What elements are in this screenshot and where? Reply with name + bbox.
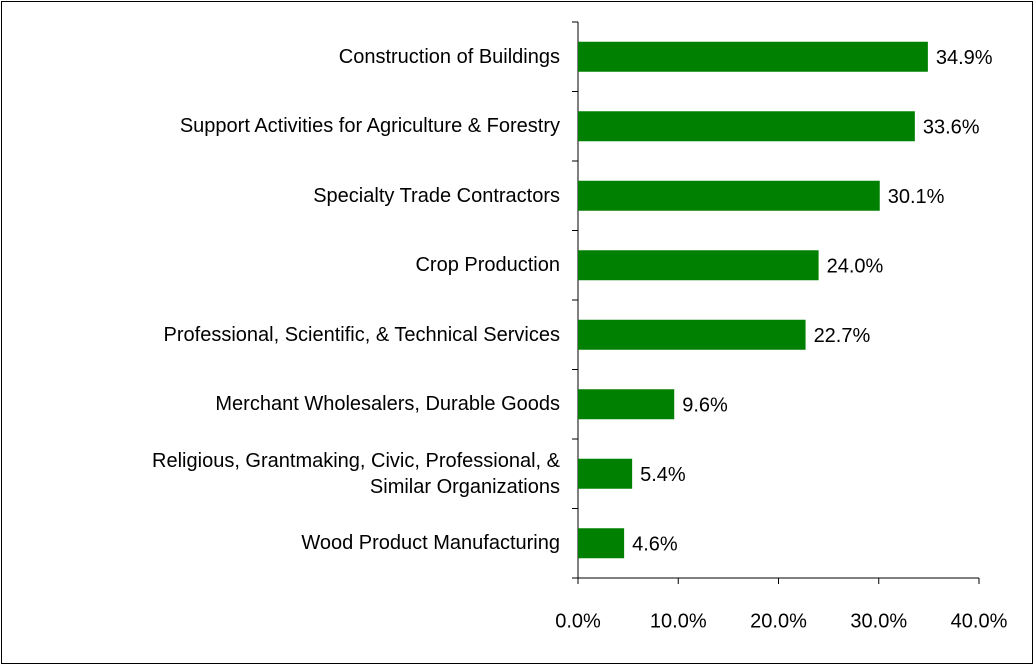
x-tick-label: 30.0% xyxy=(850,610,907,632)
value-label: 5.4% xyxy=(640,464,686,486)
y-tick-label: Crop Production xyxy=(415,254,560,277)
bar xyxy=(578,41,928,72)
y-tick-label: Merchant Wholesalers, Durable Goods xyxy=(215,393,560,416)
x-tick-label: 20.0% xyxy=(750,610,807,632)
y-tick-label: Professional, Scientific, & Technical Se… xyxy=(163,323,560,346)
y-tick-label: Construction of Buildings xyxy=(338,45,560,68)
bar xyxy=(578,180,880,211)
value-label: 34.9% xyxy=(936,47,993,69)
bar xyxy=(578,319,806,350)
bar xyxy=(578,528,625,559)
value-label: 30.1% xyxy=(888,186,945,208)
x-tick-label: 40.0% xyxy=(951,610,1008,632)
value-label: 4.6% xyxy=(632,534,678,556)
x-tick-label: 10.0% xyxy=(650,610,707,632)
y-tick-label: Wood Product Manufacturing xyxy=(301,532,560,555)
value-label: 9.6% xyxy=(682,395,728,417)
bar xyxy=(578,458,633,489)
bar xyxy=(578,111,915,142)
value-label: 33.6% xyxy=(923,117,980,139)
y-tick-label: Support Activities for Agriculture & For… xyxy=(179,115,560,138)
y-tick-label: Religious, Grantmaking, Civic, Professio… xyxy=(152,449,560,498)
value-label: 24.0% xyxy=(827,256,884,278)
y-tick-label: Specialty Trade Contractors xyxy=(313,184,560,207)
bar xyxy=(578,250,819,281)
x-tick-label: 0.0% xyxy=(555,610,601,632)
bar xyxy=(578,389,675,420)
value-label: 22.7% xyxy=(814,325,871,347)
